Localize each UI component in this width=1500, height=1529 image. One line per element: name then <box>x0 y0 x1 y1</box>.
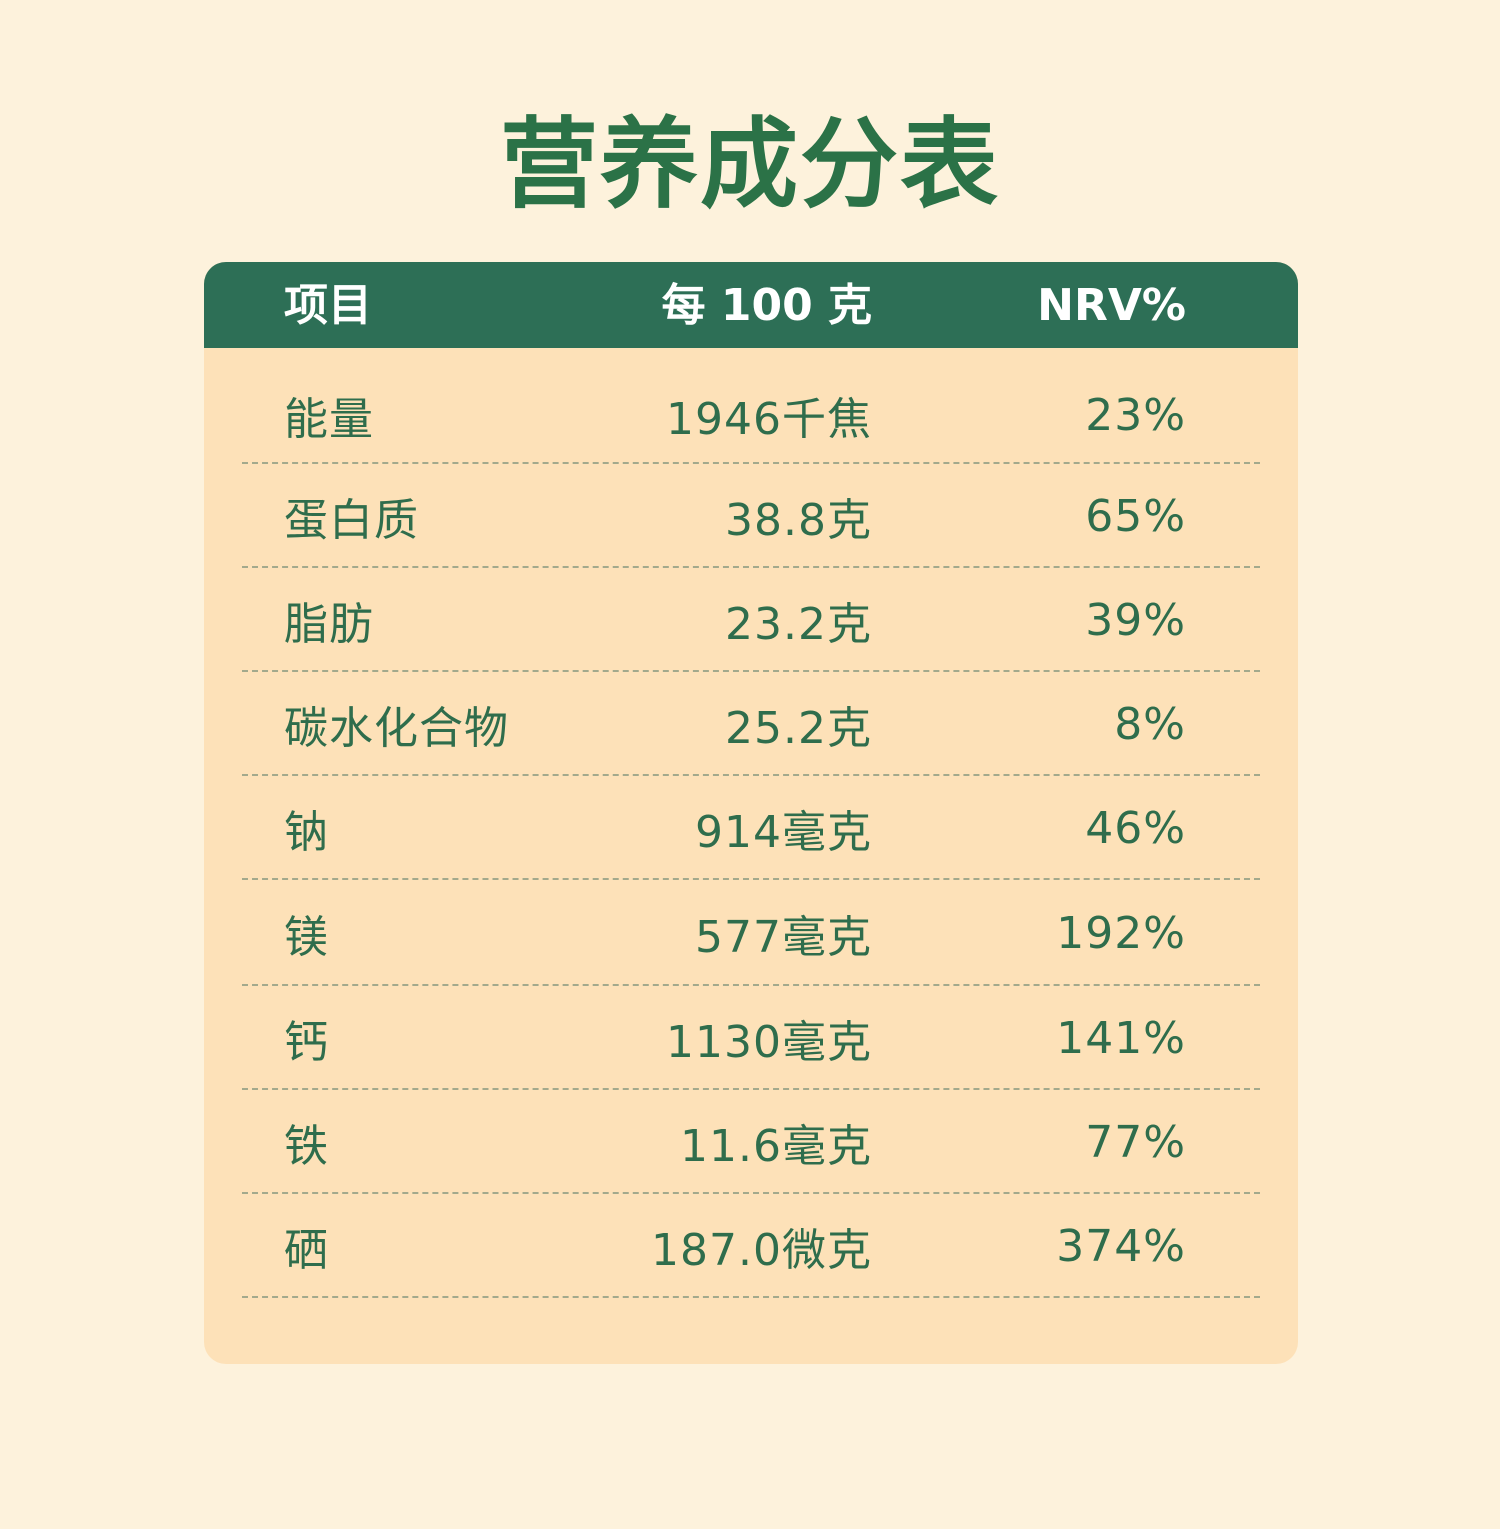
row-nrv: 65% <box>1085 490 1186 542</box>
row-per100: 187.0微克 <box>651 1225 872 1276</box>
row-nrv: 8% <box>1114 698 1186 750</box>
row-nrv: 77% <box>1085 1116 1186 1168</box>
row-nrv: 141% <box>1056 1012 1186 1064</box>
row-divider <box>242 878 1260 880</box>
table-row: 硒 187.0微克 374% <box>204 1194 1298 1298</box>
row-nrv: 39% <box>1085 594 1186 646</box>
header-item: 项目 <box>284 280 372 331</box>
row-item: 钙 <box>284 1017 329 1068</box>
row-nrv: 374% <box>1056 1220 1186 1272</box>
row-item: 蛋白质 <box>284 495 419 546</box>
row-per100: 577毫克 <box>695 912 872 963</box>
row-divider <box>242 984 1260 986</box>
table-row: 铁 11.6毫克 77% <box>204 1090 1298 1194</box>
table-row: 碳水化合物 25.2克 8% <box>204 672 1298 776</box>
row-item: 硒 <box>284 1225 329 1276</box>
table-row: 脂肪 23.2克 39% <box>204 568 1298 672</box>
row-per100: 11.6毫克 <box>680 1121 872 1172</box>
row-nrv: 23% <box>1085 389 1186 441</box>
row-divider <box>242 774 1260 776</box>
row-item: 脂肪 <box>284 599 374 650</box>
row-per100: 1946千焦 <box>666 394 872 445</box>
row-divider <box>242 566 1260 568</box>
row-divider <box>242 670 1260 672</box>
header-per100: 每 100 克 <box>661 280 872 331</box>
row-per100: 23.2克 <box>725 599 872 650</box>
row-nrv: 46% <box>1085 802 1186 854</box>
row-per100: 914毫克 <box>695 807 872 858</box>
row-per100: 38.8克 <box>725 495 872 546</box>
table-row: 镁 577毫克 192% <box>204 880 1298 986</box>
row-nrv: 192% <box>1056 907 1186 959</box>
table-row: 能量 1946千焦 23% <box>204 366 1298 464</box>
row-item: 碳水化合物 <box>284 703 509 754</box>
row-item: 能量 <box>284 394 374 445</box>
table-row: 钙 1130毫克 141% <box>204 986 1298 1090</box>
page-title: 营养成分表 <box>499 108 1000 222</box>
row-divider <box>242 1088 1260 1090</box>
row-divider <box>242 1296 1260 1298</box>
row-item: 镁 <box>284 912 329 963</box>
row-per100: 1130毫克 <box>666 1017 872 1068</box>
row-divider <box>242 1192 1260 1194</box>
table-row: 钠 914毫克 46% <box>204 776 1298 880</box>
row-divider <box>242 462 1260 464</box>
row-per100: 25.2克 <box>725 703 872 754</box>
table-row: 蛋白质 38.8克 65% <box>204 464 1298 568</box>
table-header: 项目 每 100 克 NRV% <box>204 262 1298 348</box>
row-item: 铁 <box>284 1121 329 1172</box>
header-nrv: NRV% <box>1037 280 1186 331</box>
nutrition-table: 项目 每 100 克 NRV% 能量 1946千焦 23% 蛋白质 38.8克 … <box>204 262 1298 1364</box>
row-item: 钠 <box>284 807 329 858</box>
